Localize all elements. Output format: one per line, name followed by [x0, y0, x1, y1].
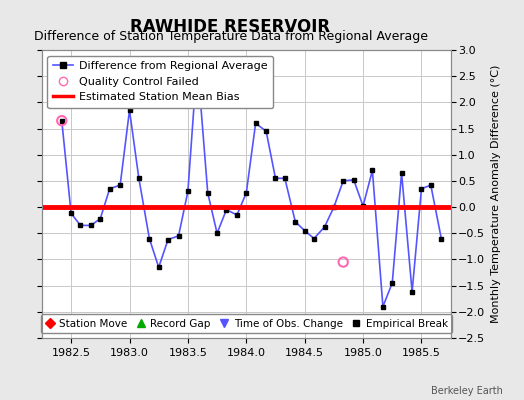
Legend: Station Move, Record Gap, Time of Obs. Change, Empirical Break: Station Move, Record Gap, Time of Obs. C… [40, 314, 452, 333]
Point [58, 118, 66, 124]
Text: Difference of Station Temperature Data from Regional Average: Difference of Station Temperature Data f… [34, 30, 428, 43]
Y-axis label: Monthly Temperature Anomaly Difference (°C): Monthly Temperature Anomaly Difference (… [491, 65, 501, 323]
Text: Berkeley Earth: Berkeley Earth [431, 386, 503, 396]
Point [339, 259, 347, 265]
Text: RAWHIDE RESERVOIR: RAWHIDE RESERVOIR [130, 18, 331, 36]
